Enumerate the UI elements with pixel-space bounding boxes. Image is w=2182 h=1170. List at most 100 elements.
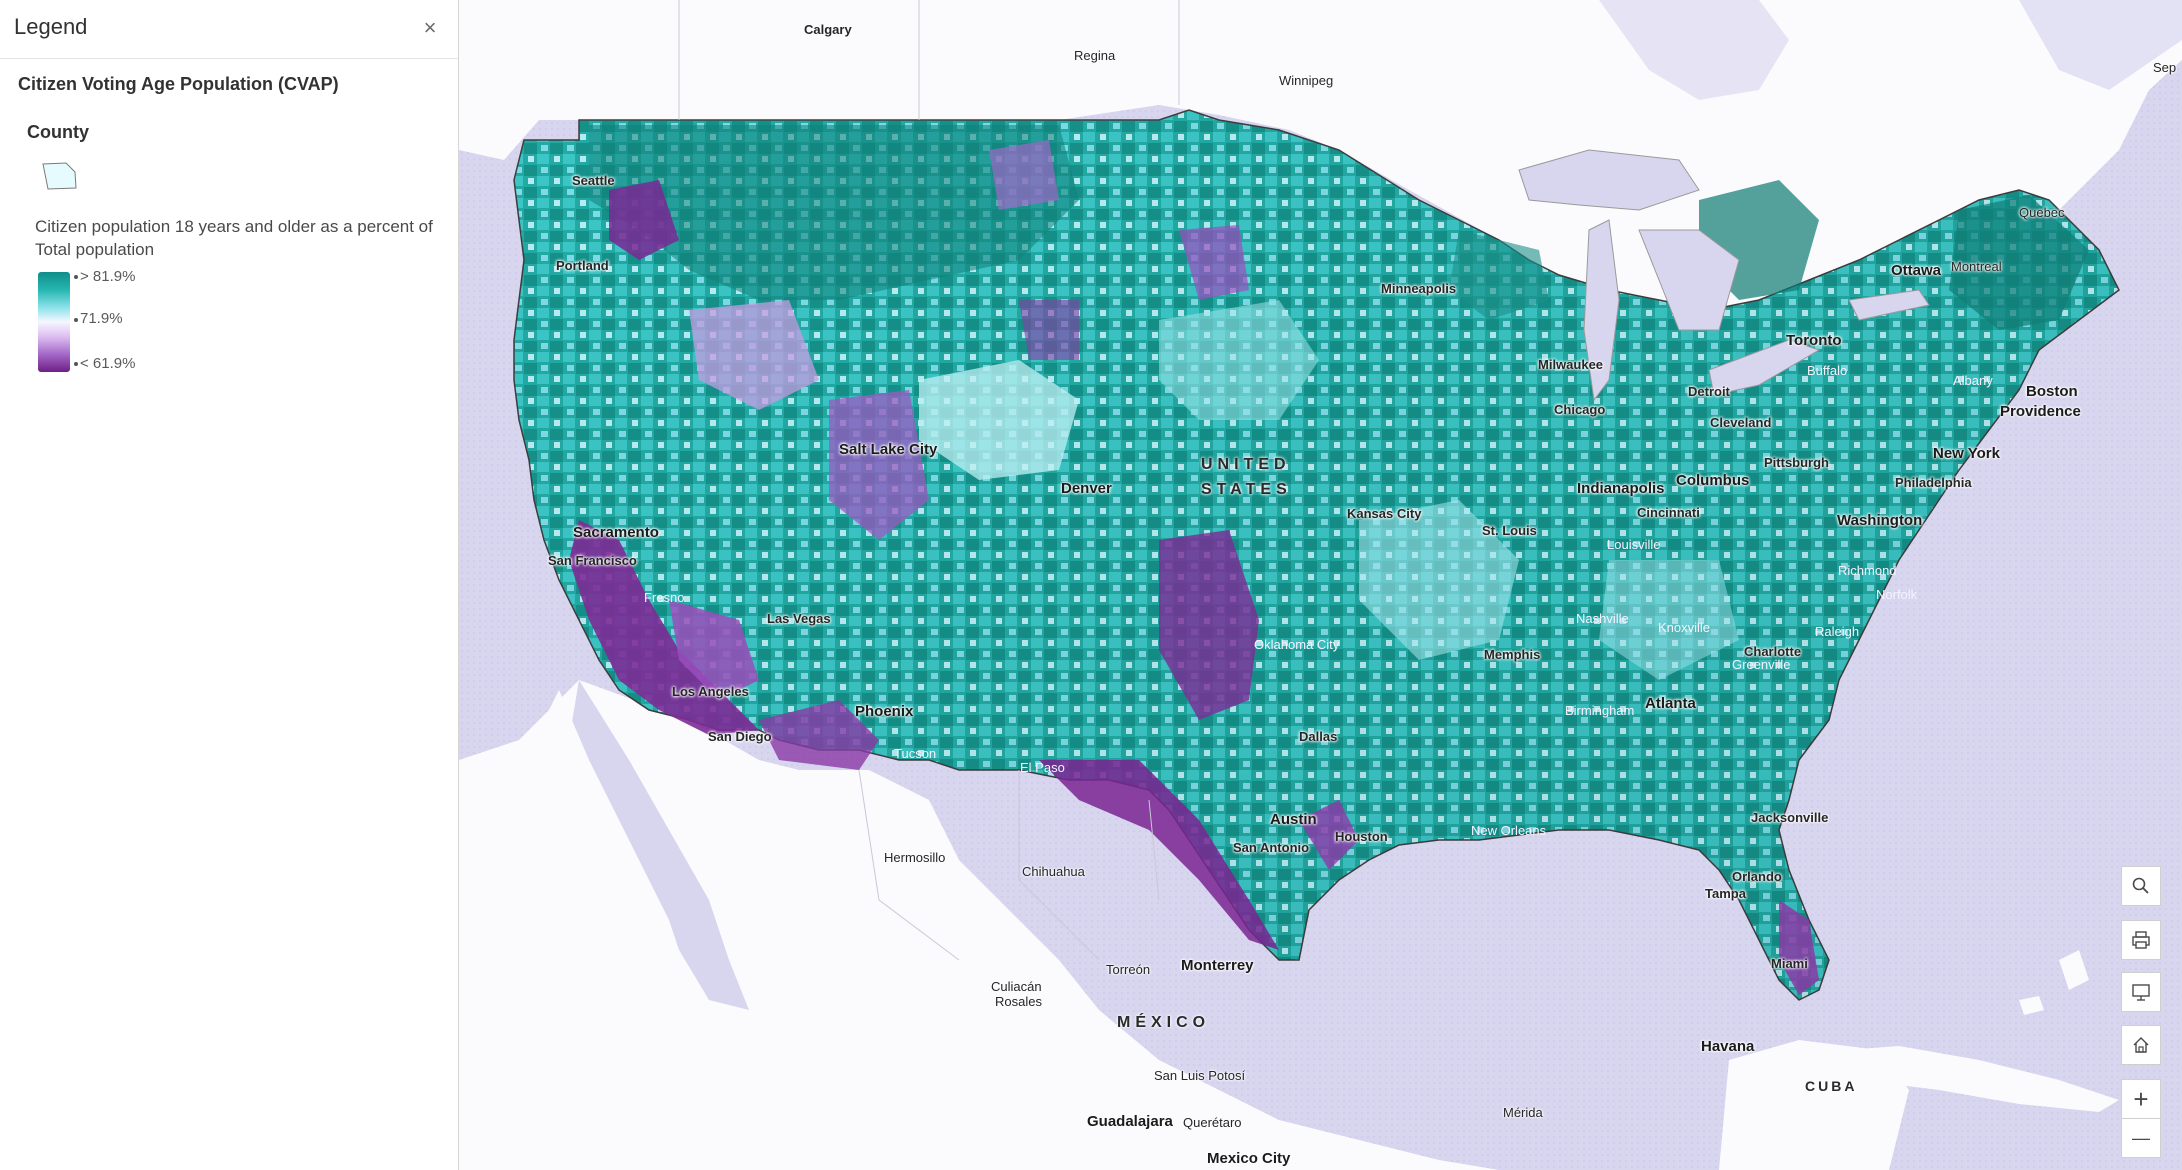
city-label-havana: Havana: [1701, 1038, 1755, 1055]
city-label-boston: Boston: [2026, 383, 2078, 400]
city-label-merida: Mérida: [1503, 1105, 1543, 1120]
city-label-torreon: Torreón: [1106, 962, 1151, 977]
home-button[interactable]: [2121, 1025, 2161, 1065]
city-label-guadalajara: Guadalajara: [1087, 1113, 1173, 1130]
search-icon: [2132, 877, 2149, 894]
tennessee-light-region: [1599, 560, 1739, 680]
city-label-detroit: Detroit: [1688, 384, 1730, 399]
miami-purple-region: [1779, 900, 1819, 995]
map-view[interactable]: UNITED STATES MÉXICO CUBA Calgary Regina…: [459, 0, 2182, 1170]
home-icon: [2133, 1037, 2149, 1053]
city-label-san-francisco: San Francisco: [548, 553, 637, 568]
wyoming-purple-region: [1019, 300, 1079, 360]
city-label-norfolk: Norfolk: [1876, 587, 1918, 602]
zoom-in-button[interactable]: +: [2121, 1079, 2161, 1119]
search-button[interactable]: [2121, 866, 2161, 906]
inland-empire-purple-region: [669, 600, 759, 700]
city-label-el-paso: El Paso: [1020, 760, 1065, 775]
ramp-low-label: < 61.9%: [80, 355, 136, 372]
city-label-sep: Sep: [2153, 60, 2177, 75]
relief-shade: [514, 110, 2119, 1000]
close-icon[interactable]: ×: [423, 15, 437, 40]
lake-ontario: [1848, 289, 1930, 321]
legend-panel: Legend × Citizen Voting Age Population (…: [0, 0, 459, 1170]
city-label-las-vegas: Las Vegas: [767, 611, 831, 626]
city-label-dallas: Dallas: [1299, 729, 1338, 744]
idaho-lilac-region: [689, 300, 819, 410]
city-label-tampa: Tampa: [1705, 886, 1746, 901]
lake-michigan: [1583, 219, 1620, 402]
legend-group-title: County: [27, 122, 89, 142]
city-label-orlando: Orlando: [1732, 869, 1782, 884]
city-label-chihuahua: Chihuahua: [1022, 864, 1085, 879]
country-label-cuba: CUBA: [1805, 1078, 1858, 1094]
atlantic-north-water: [2019, 0, 2182, 90]
west-texas-purple-region: [1159, 530, 1259, 720]
plains-light-region: [1159, 300, 1319, 420]
montana-purple-region: [989, 140, 1059, 210]
city-label-culiacan-2: Rosales: [995, 994, 1042, 1009]
country-label-us-1: UNITED: [1201, 456, 1291, 473]
city-label-ottawa: Ottawa: [1891, 262, 1942, 279]
city-label-seattle: Seattle: [572, 173, 615, 188]
city-label-pittsburgh: Pittsburgh: [1764, 455, 1829, 470]
city-label-salt-lake-city: Salt Lake City: [839, 441, 938, 458]
ramp-tick-mid: [74, 318, 78, 322]
city-label-new-york: New York: [1933, 445, 2000, 462]
houston-purple-region: [1299, 800, 1359, 870]
city-label-albany: Albany: [1953, 373, 1993, 388]
city-label-sacramento: Sacramento: [573, 524, 659, 541]
baja-california: [544, 690, 689, 980]
colorado-light-region: [919, 360, 1079, 480]
city-label-jacksonville: Jacksonville: [1751, 810, 1829, 825]
basemap-and-choropleth[interactable]: [459, 0, 2182, 1170]
city-label-buffalo: Buffalo: [1807, 363, 1848, 378]
city-label-providence: Providence: [2000, 403, 2081, 420]
city-label-oklahoma-city: Oklahoma City: [1254, 637, 1340, 652]
utah-purple-region: [829, 390, 929, 540]
city-label-regina: Regina: [1074, 48, 1116, 63]
mexico-state-boundaries: [858, 769, 1160, 961]
city-label-tucson: Tucson: [894, 746, 937, 761]
city-label-san-luis-potosi: San Luis Potosí: [1154, 1068, 1246, 1083]
ramp-high-label: > 81.9%: [80, 268, 136, 285]
new-england-dark-region: [1949, 195, 2089, 330]
northern-water: [1599, 0, 1789, 100]
city-label-philadelphia: Philadelphia: [1895, 475, 1972, 490]
city-label-montreal: Montreal: [1951, 259, 2002, 274]
ramp-mid-label: 71.9%: [80, 310, 123, 327]
city-label-charlotte: Charlotte: [1744, 644, 1802, 659]
print-button[interactable]: [2121, 920, 2161, 960]
bahamas-land: [2059, 950, 2089, 990]
cuba-land: [1809, 1046, 2119, 1112]
city-label-columbus: Columbus: [1676, 472, 1750, 489]
city-label-cincinnati: Cincinnati: [1637, 505, 1700, 520]
washington-purple-region: [609, 180, 679, 260]
zoom-out-button[interactable]: —: [2121, 1118, 2161, 1158]
city-label-st-louis: St. Louis: [1482, 523, 1537, 538]
minnesota-region: [1449, 230, 1549, 320]
city-label-richmond: Richmond: [1838, 563, 1897, 578]
city-label-miami: Miami: [1771, 956, 1808, 971]
california-purple-region: [569, 520, 759, 735]
legend-field-label: Citizen population 18 years and older as…: [35, 217, 433, 259]
print-icon: [2132, 931, 2150, 949]
city-label-los-angeles: Los Angeles: [672, 684, 749, 699]
gulf-of-california: [569, 680, 749, 1010]
city-label-san-antonio: San Antonio: [1233, 840, 1310, 855]
presentation-button[interactable]: [2121, 972, 2161, 1012]
arizona-purple-region: [759, 700, 879, 770]
city-label-culiacan-1: Culiacán: [991, 979, 1042, 994]
city-label-phoenix: Phoenix: [855, 703, 914, 720]
city-label-fresno: Fresno: [644, 590, 685, 605]
city-label-chicago: Chicago: [1554, 402, 1606, 417]
south-texas-purple-region: [1039, 760, 1279, 950]
city-label-denver: Denver: [1061, 480, 1112, 497]
presentation-icon: [2132, 984, 2150, 1001]
city-label-quebec: Quebec: [2019, 205, 2065, 220]
city-label-memphis: Memphis: [1484, 647, 1541, 662]
city-label-winnipeg: Winnipeg: [1279, 73, 1334, 88]
city-label-minneapolis: Minneapolis: [1381, 281, 1457, 296]
city-label-new-orleans: New Orleans: [1471, 823, 1547, 838]
city-label-calgary: Calgary: [804, 22, 852, 37]
